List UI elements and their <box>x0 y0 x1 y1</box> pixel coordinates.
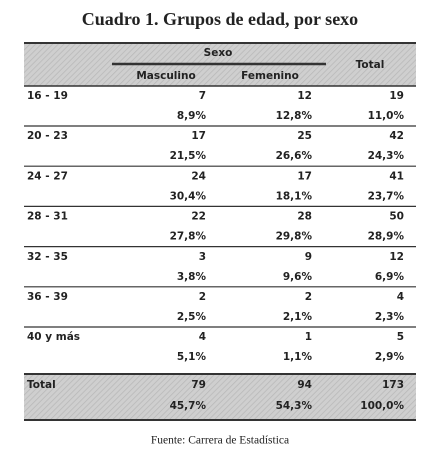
percent-cell: 18,1% <box>276 190 313 202</box>
row-label: 40 y más <box>27 331 80 343</box>
percent-cell: 2,1% <box>283 311 313 323</box>
count-cell: 2 <box>199 291 206 303</box>
row-label: 24 - 27 <box>27 170 68 182</box>
percent-cell: 30,4% <box>170 190 207 202</box>
percent-cell: 27,8% <box>170 231 207 243</box>
row-label: Total <box>27 379 56 391</box>
total-band <box>24 374 416 420</box>
percent-cell: 8,9% <box>177 110 207 122</box>
count-cell: 24 <box>191 170 206 182</box>
count-cell: 28 <box>297 211 312 223</box>
count-cell: 22 <box>191 211 206 223</box>
count-cell: 4 <box>397 291 404 303</box>
percent-cell: 21,5% <box>170 150 207 162</box>
percent-cell: 54,3% <box>276 400 313 412</box>
count-cell: 79 <box>191 379 206 391</box>
count-cell: 17 <box>297 170 312 182</box>
row-label: 16 - 19 <box>27 90 68 102</box>
row-label: 36 - 39 <box>27 291 68 303</box>
percent-cell: 12,8% <box>276 110 313 122</box>
count-cell: 50 <box>389 211 404 223</box>
count-cell: 19 <box>389 90 404 102</box>
percent-cell: 29,8% <box>276 231 313 243</box>
percent-cell: 2,9% <box>375 351 405 363</box>
count-cell: 9 <box>305 251 312 263</box>
count-cell: 17 <box>191 130 206 142</box>
count-cell: 3 <box>199 251 206 263</box>
header-femenino: Femenino <box>241 70 299 82</box>
percent-cell: 24,3% <box>368 150 405 162</box>
title: Cuadro 1. Grupos de edad, por sexo <box>82 9 358 29</box>
percent-cell: 28,9% <box>368 231 405 243</box>
count-cell: 25 <box>297 130 312 142</box>
count-cell: 94 <box>297 379 312 391</box>
count-cell: 1 <box>305 331 312 343</box>
percent-cell: 3,8% <box>177 271 207 283</box>
source: Fuente: Carrera de Estadística <box>151 435 289 447</box>
count-cell: 5 <box>397 331 404 343</box>
percent-cell: 45,7% <box>170 400 207 412</box>
header-masculino: Masculino <box>136 70 195 82</box>
count-cell: 173 <box>382 379 404 391</box>
percent-cell: 1,1% <box>283 351 313 363</box>
count-cell: 7 <box>199 90 206 102</box>
count-cell: 12 <box>297 90 312 102</box>
count-cell: 2 <box>305 291 312 303</box>
row-label: 32 - 35 <box>27 251 68 263</box>
percent-cell: 2,5% <box>177 311 207 323</box>
count-cell: 4 <box>199 331 206 343</box>
percent-cell: 5,1% <box>177 351 207 363</box>
percent-cell: 2,3% <box>375 311 405 323</box>
count-cell: 41 <box>389 170 404 182</box>
count-cell: 42 <box>389 130 404 142</box>
percent-cell: 26,6% <box>276 150 313 162</box>
row-label: 20 - 23 <box>27 130 68 142</box>
header-total: Total <box>356 59 385 71</box>
percent-cell: 100,0% <box>360 400 404 412</box>
percent-cell: 6,9% <box>375 271 405 283</box>
percent-cell: 23,7% <box>368 190 405 202</box>
percent-cell: 11,0% <box>368 110 405 122</box>
count-cell: 12 <box>389 251 404 263</box>
percent-cell: 9,6% <box>283 271 313 283</box>
header-sexo: Sexo <box>204 47 233 59</box>
row-label: 28 - 31 <box>27 211 68 223</box>
